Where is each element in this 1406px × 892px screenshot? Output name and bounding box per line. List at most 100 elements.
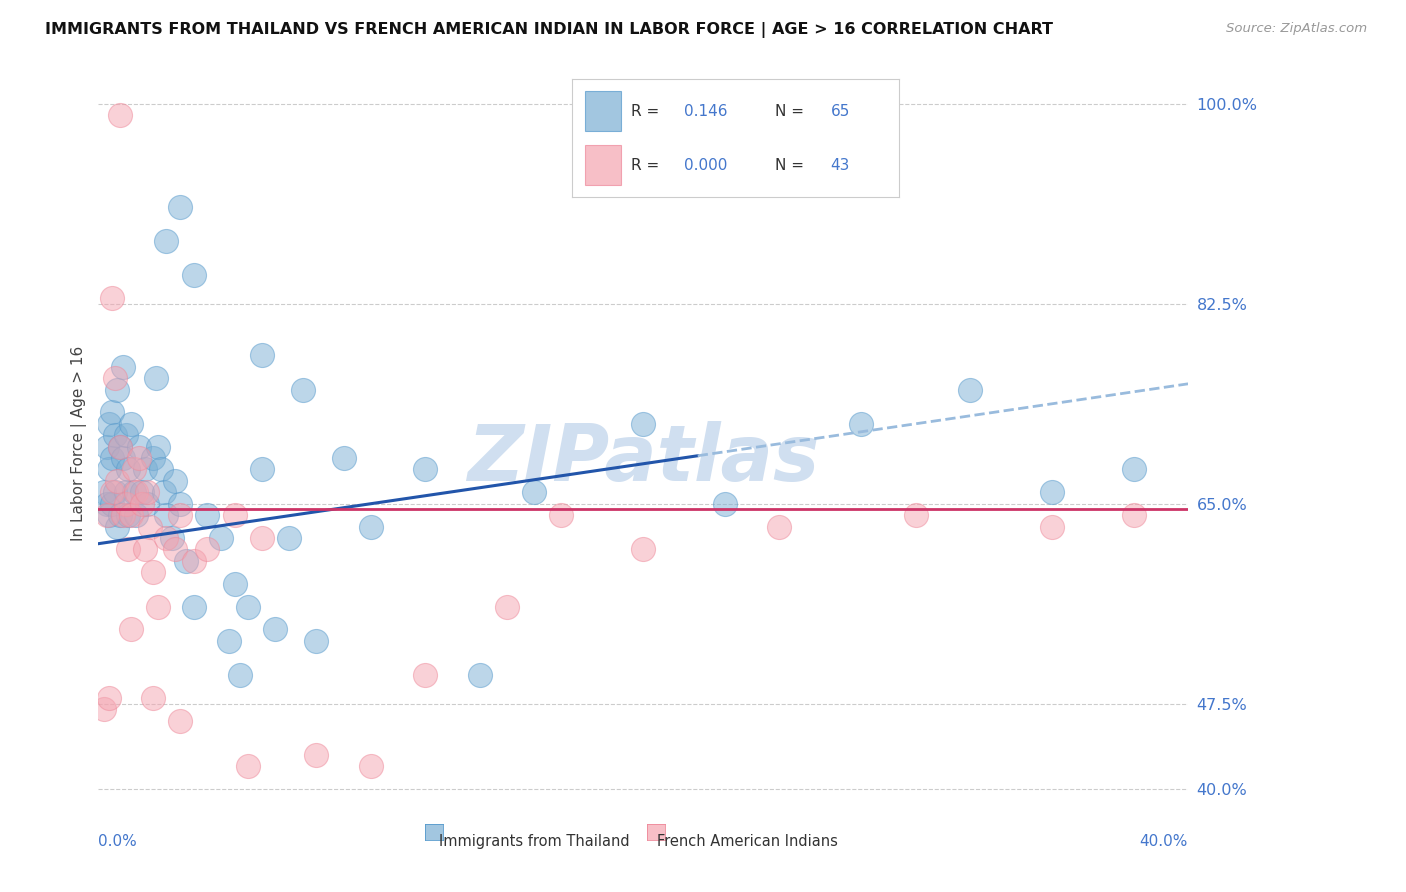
Point [101,451,124,466]
Point [120,623,142,637]
Point [163,542,186,557]
Point [209,531,232,545]
Point [714,497,737,511]
Point [108,440,131,454]
Point [108,440,131,454]
Point [305,747,328,762]
Point [96,508,118,523]
Point [114,428,136,442]
Point [142,690,165,705]
Point [111,508,134,523]
Point [142,451,165,466]
Point [169,200,191,214]
Text: 40.0%: 40.0% [1140,834,1188,849]
Point [183,554,205,568]
Point [291,383,314,397]
Point [250,531,273,545]
Point [148,440,170,454]
Point [122,485,145,500]
Point [496,599,519,614]
Point [238,759,260,773]
Point [98,417,121,431]
Point [134,462,156,476]
Point [128,451,150,466]
Point [108,508,131,523]
Text: Source: ZipAtlas.com: Source: ZipAtlas.com [1226,22,1367,36]
Point [550,508,572,523]
Point [1040,519,1063,533]
Point [93,485,115,500]
Point [104,485,127,500]
Point [152,485,174,500]
Point [145,371,167,385]
Point [114,497,136,511]
Point [107,519,129,533]
Point [104,428,127,442]
Point [117,508,139,523]
Point [264,623,287,637]
Point [117,542,139,557]
Point [139,519,162,533]
Point [128,440,150,454]
Point [278,531,301,545]
Point [218,633,240,648]
Point [104,371,127,385]
Point [142,566,165,580]
Point [224,576,246,591]
Point [98,508,121,523]
Point [174,554,197,568]
Point [631,417,654,431]
Text: 0.0%: 0.0% [98,834,138,849]
Point [150,462,173,476]
Point [93,702,115,716]
Point [148,599,170,614]
Point [849,417,872,431]
Point [195,542,218,557]
Point [305,633,328,648]
Y-axis label: In Labor Force | Age > 16: In Labor Force | Age > 16 [72,346,87,541]
Point [195,508,218,523]
Point [904,508,927,523]
Point [360,759,382,773]
Point [169,508,191,523]
Point [101,291,124,305]
Point [125,508,148,523]
Point [125,485,148,500]
Point [101,405,124,419]
Point [134,542,156,557]
Point [160,531,183,545]
Point [155,234,177,248]
Point [120,508,142,523]
Point [1122,462,1144,476]
Point [183,268,205,283]
Point [136,497,159,511]
Point [163,474,186,488]
Point [108,108,131,122]
Text: French American Indians: French American Indians [657,834,838,849]
Point [1122,508,1144,523]
Point [169,714,191,728]
Point [101,497,124,511]
Point [332,451,354,466]
Point [111,359,134,374]
Point [631,542,654,557]
Point [122,462,145,476]
Point [111,451,134,466]
Point [155,508,177,523]
Point [468,668,491,682]
Point [120,417,142,431]
Point [250,462,273,476]
Point [183,599,205,614]
Point [1040,485,1063,500]
Point [101,485,124,500]
Point [131,497,153,511]
Text: ZIPatlas: ZIPatlas [467,421,820,497]
Point [413,668,436,682]
Point [768,519,790,533]
Text: Immigrants from Thailand: Immigrants from Thailand [439,834,628,849]
Point [238,599,260,614]
Point [96,440,118,454]
Point [117,462,139,476]
Point [959,383,981,397]
Text: IMMIGRANTS FROM THAILAND VS FRENCH AMERICAN INDIAN IN LABOR FORCE | AGE > 16 COR: IMMIGRANTS FROM THAILAND VS FRENCH AMERI… [45,22,1053,38]
